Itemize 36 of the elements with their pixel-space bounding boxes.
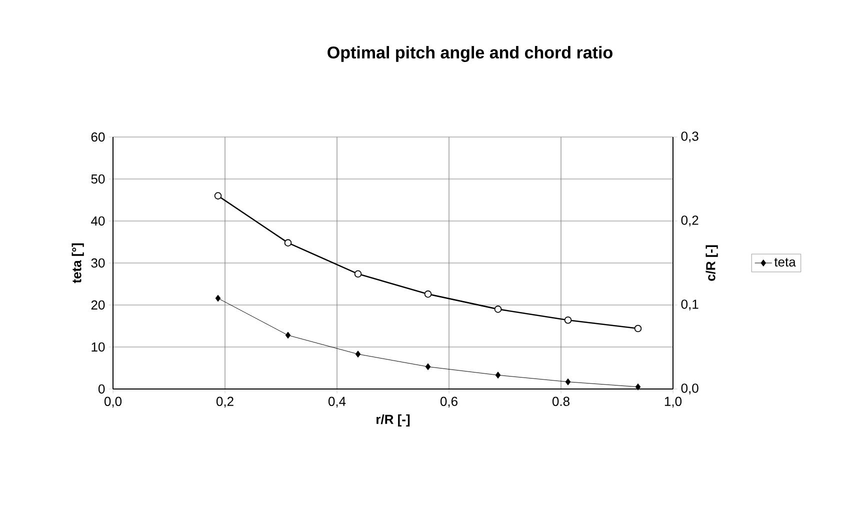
point (634, 324, 642, 332)
x-tick-label: 1,0 (664, 396, 682, 408)
y-tick-label: 30 (91, 258, 105, 268)
point (565, 378, 571, 386)
point (354, 270, 362, 278)
y-tick-label: 10 (92, 342, 105, 352)
x-tick-label: 0.8 (552, 396, 570, 406)
y2-axis-title: c/R [-] (706, 245, 718, 281)
point (495, 372, 501, 379)
y-tick-label: 50 (91, 174, 105, 184)
point (355, 350, 361, 358)
y-axis-title: teta [°] (72, 243, 84, 284)
y-tick-label: 20 (91, 300, 105, 310)
legend-label: teta (774, 258, 796, 267)
point (635, 383, 641, 390)
x-axis-title: r/R [-] (376, 414, 410, 427)
point (424, 290, 432, 298)
y-tick-label: 40 (91, 216, 105, 226)
y2-tick-label: 0,0 (681, 384, 698, 394)
x-tick-label: 0,0 (104, 396, 122, 408)
point (214, 192, 222, 200)
point (494, 306, 502, 313)
point (284, 239, 292, 246)
point (425, 363, 431, 370)
y2-tick-label: 0,1 (681, 300, 698, 310)
x-tick-label: 0,4 (328, 396, 346, 408)
y2-tick-label: 0,3 (681, 132, 698, 142)
x-tick-label: 0,6 (440, 396, 458, 408)
point (215, 294, 221, 302)
y-tick-label: 0 (98, 384, 105, 394)
y-tick-label: 60 (91, 132, 105, 142)
x-tick-label: 0,2 (216, 396, 234, 408)
chart-title: Optimal pitch angle and chord ratio (328, 46, 612, 62)
point (564, 316, 572, 324)
y2-tick-label: 0,2 (681, 216, 698, 226)
point (285, 332, 291, 339)
